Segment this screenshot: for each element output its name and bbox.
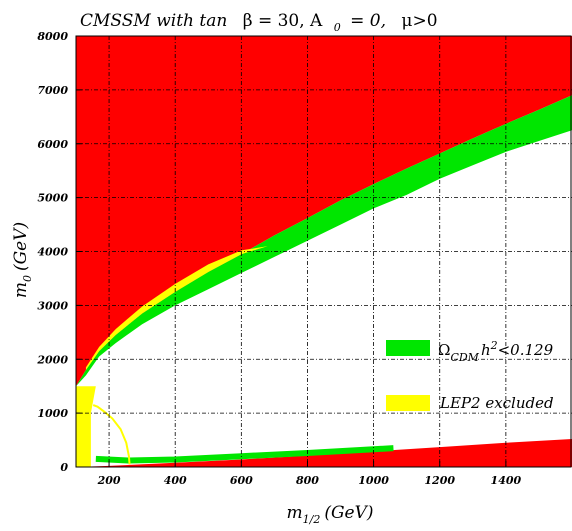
region-excluded-upper (76, 36, 572, 387)
grid (76, 36, 572, 467)
y-axis-label: m0(GeV) (11, 222, 34, 298)
legend-swatch-lep2 (386, 395, 430, 411)
y-tick-label: 4000 (37, 246, 68, 259)
x-tick-label: 200 (97, 474, 121, 487)
y-tick-label: 5000 (37, 192, 68, 205)
y-tick-label: 3000 (37, 299, 68, 312)
x-tick-label: 400 (164, 474, 187, 487)
chart-title: CMSSM with tan β = 30, A 0 = 0, μ>0 (80, 11, 438, 36)
x-tick-label: 1000 (358, 474, 389, 487)
region-cdm-upper-strip (76, 95, 572, 387)
y-tick-label: 8000 (37, 30, 68, 43)
region-excluded-lower (76, 438, 572, 467)
x-axis-label: m1/2 (GeV) (286, 503, 373, 526)
legend-label-lep2: LEP2 excluded (439, 394, 554, 412)
legend: ΩCDM h2<0.129 LEP2 excluded (386, 339, 554, 412)
y-tick-label: 7000 (37, 84, 68, 97)
y-tick-label: 2000 (36, 353, 68, 366)
axis-ticks: 200 400 600 800 1000 1200 1400 0 1000 2000 3000 400… (36, 30, 521, 487)
x-tick-label: 1400 (491, 474, 522, 487)
region-lep2-left-band (76, 386, 96, 467)
y-tick-label: 6000 (37, 138, 68, 151)
legend-swatch-cdm (386, 340, 430, 356)
y-tick-label: 0 (60, 461, 68, 474)
x-tick-label: 600 (230, 474, 253, 487)
y-tick-label: 1000 (37, 407, 68, 420)
legend-label-cdm: ΩCDM h2<0.129 (438, 339, 554, 364)
x-tick-label: 1200 (424, 474, 455, 487)
region-lep2-contour (92, 404, 131, 465)
x-tick-label: 800 (296, 474, 319, 487)
